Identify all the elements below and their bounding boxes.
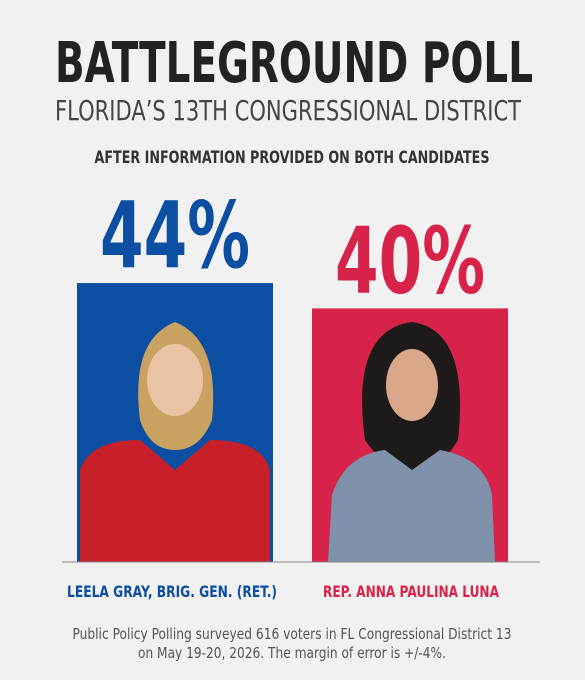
annotation: AFTER INFORMATION PROVIDED ON BOTH CANDI… xyxy=(95,148,490,168)
footnote: Public Policy Polling surveyed 616 voter… xyxy=(73,625,512,643)
chart-title: BATTLEGROUND POLL xyxy=(55,31,533,96)
jacket xyxy=(328,450,495,562)
jacket xyxy=(80,440,270,562)
value-label: 40% xyxy=(335,207,485,314)
category-label: LEELA GRAY, BRIG. GEN. (RET.) xyxy=(67,582,277,601)
chart-subtitle: FLORIDA’S 13TH CONGRESSIONAL DISTRICT xyxy=(55,94,522,127)
photos xyxy=(80,322,495,562)
value-label: 44% xyxy=(100,182,250,289)
footnote: on May 19-20, 2026. The margin of error … xyxy=(138,644,446,662)
face xyxy=(147,344,203,416)
category-label: REP. ANNA PAULINA LUNA xyxy=(323,582,499,601)
face xyxy=(386,349,438,421)
